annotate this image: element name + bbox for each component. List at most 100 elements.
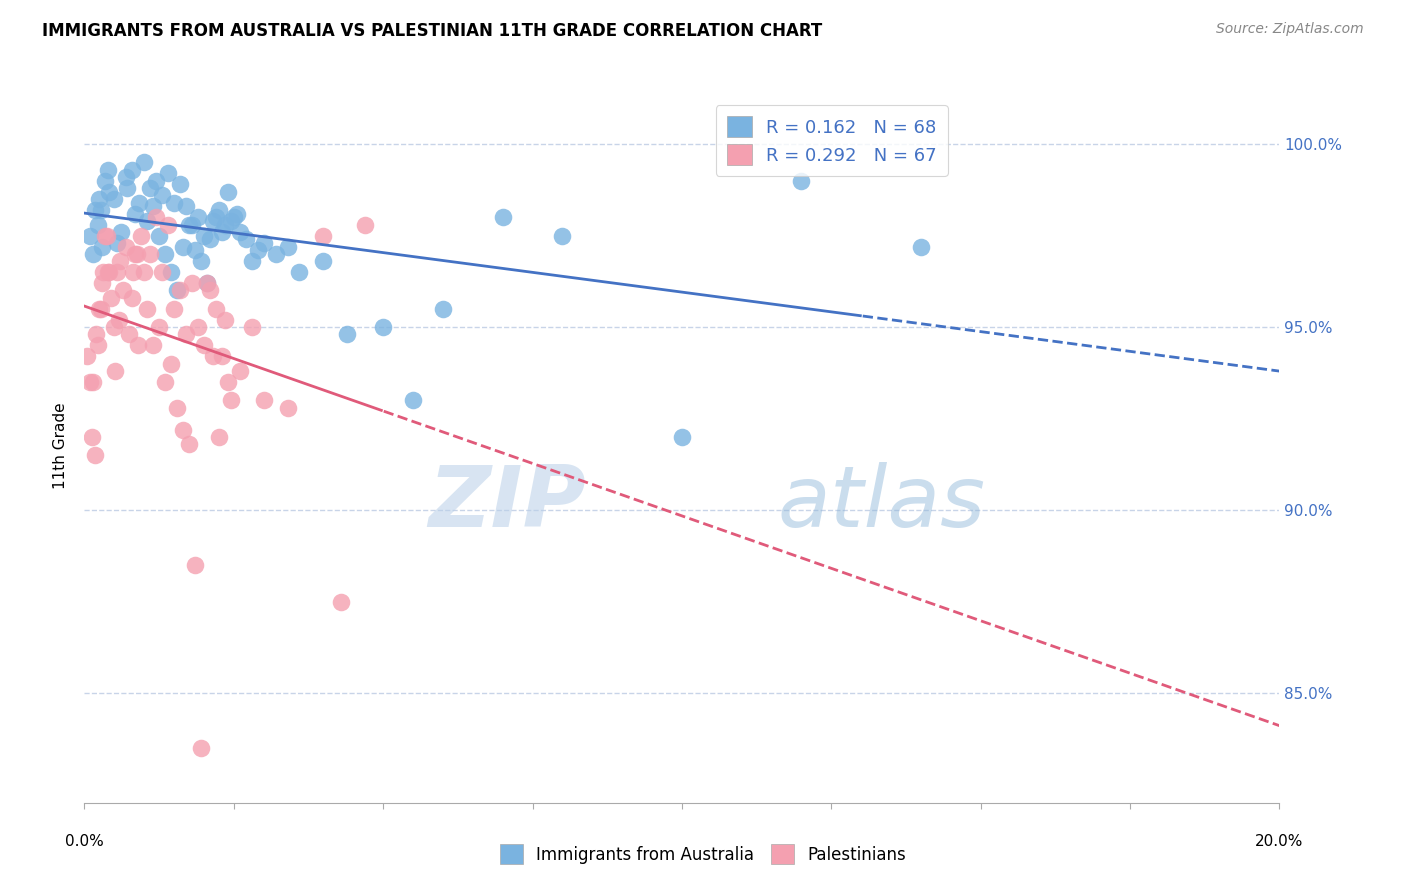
Point <box>190 740 212 755</box>
Text: ZIP: ZIP <box>429 461 586 545</box>
Text: 20.0%: 20.0% <box>1256 834 1303 849</box>
Point <box>264 247 287 261</box>
Point <box>492 211 515 225</box>
Point <box>86 218 108 232</box>
Text: atlas: atlas <box>778 461 986 545</box>
Point <box>105 265 128 279</box>
Point <box>97 265 120 279</box>
Point <box>432 301 454 316</box>
Point <box>100 291 122 305</box>
Point <box>136 214 159 228</box>
Point <box>214 312 236 326</box>
Point <box>139 181 162 195</box>
Point <box>98 185 121 199</box>
Point <box>117 181 139 195</box>
Point <box>118 327 141 342</box>
Point <box>94 174 117 188</box>
Point <box>551 228 574 243</box>
Point <box>128 195 150 210</box>
Point <box>124 247 146 261</box>
Point <box>150 188 173 202</box>
Point <box>98 265 121 279</box>
Point <box>76 349 98 363</box>
Point <box>214 218 236 232</box>
Point <box>163 195 186 210</box>
Point <box>240 320 263 334</box>
Legend: R = 0.162   N = 68, R = 0.292   N = 67: R = 0.162 N = 68, R = 0.292 N = 67 <box>716 105 948 176</box>
Point <box>198 232 221 246</box>
Point <box>180 218 204 232</box>
Point <box>205 301 228 316</box>
Point <box>103 320 125 334</box>
Point <box>145 211 167 225</box>
Point <box>201 349 224 363</box>
Point <box>208 202 231 217</box>
Point <box>86 338 108 352</box>
Point <box>246 244 269 258</box>
Point <box>190 254 212 268</box>
Point <box>157 218 180 232</box>
Point <box>153 375 176 389</box>
Point <box>177 218 200 232</box>
Point <box>205 211 228 225</box>
Point <box>108 312 131 326</box>
Point <box>228 364 252 378</box>
Point <box>312 228 335 243</box>
Point <box>89 192 111 206</box>
Point <box>112 284 135 298</box>
Point <box>91 239 114 253</box>
Point <box>184 244 207 258</box>
Point <box>132 265 156 279</box>
Point <box>84 202 107 217</box>
Point <box>148 320 170 334</box>
Point <box>336 327 359 342</box>
Point <box>157 166 180 180</box>
Text: IMMIGRANTS FROM AUSTRALIA VS PALESTINIAN 11TH GRADE CORRELATION CHART: IMMIGRANTS FROM AUSTRALIA VS PALESTINIAN… <box>42 22 823 40</box>
Point <box>172 239 194 253</box>
Point <box>96 228 118 243</box>
Point <box>222 211 245 225</box>
Point <box>169 284 191 298</box>
Point <box>79 228 101 243</box>
Point <box>402 393 425 408</box>
Point <box>174 327 197 342</box>
Point <box>153 247 176 261</box>
Point <box>142 199 165 213</box>
Point <box>180 276 204 290</box>
Point <box>139 247 162 261</box>
Point <box>276 239 298 253</box>
Point <box>142 338 165 352</box>
Point <box>82 247 104 261</box>
Point <box>127 338 149 352</box>
Y-axis label: 11th Grade: 11th Grade <box>53 402 69 490</box>
Point <box>136 301 159 316</box>
Point <box>198 284 221 298</box>
Point <box>211 349 233 363</box>
Point <box>187 320 209 334</box>
Point <box>235 232 257 246</box>
Point <box>217 185 239 199</box>
Point <box>84 448 107 462</box>
Point <box>172 423 194 437</box>
Point <box>115 239 138 253</box>
Point <box>174 199 197 213</box>
Point <box>104 364 127 378</box>
Point <box>115 169 138 184</box>
Point <box>148 228 170 243</box>
Point <box>253 235 276 250</box>
Point <box>132 155 156 169</box>
Point <box>219 214 242 228</box>
Point <box>169 178 191 192</box>
Point <box>80 430 103 444</box>
Point <box>166 401 188 415</box>
Point <box>288 265 311 279</box>
Point <box>160 357 183 371</box>
Point <box>354 218 377 232</box>
Point <box>330 594 353 608</box>
Point <box>91 276 114 290</box>
Point <box>82 375 104 389</box>
Legend: Immigrants from Australia, Palestinians: Immigrants from Australia, Palestinians <box>494 838 912 871</box>
Point <box>93 265 115 279</box>
Point <box>97 162 120 177</box>
Point <box>163 301 186 316</box>
